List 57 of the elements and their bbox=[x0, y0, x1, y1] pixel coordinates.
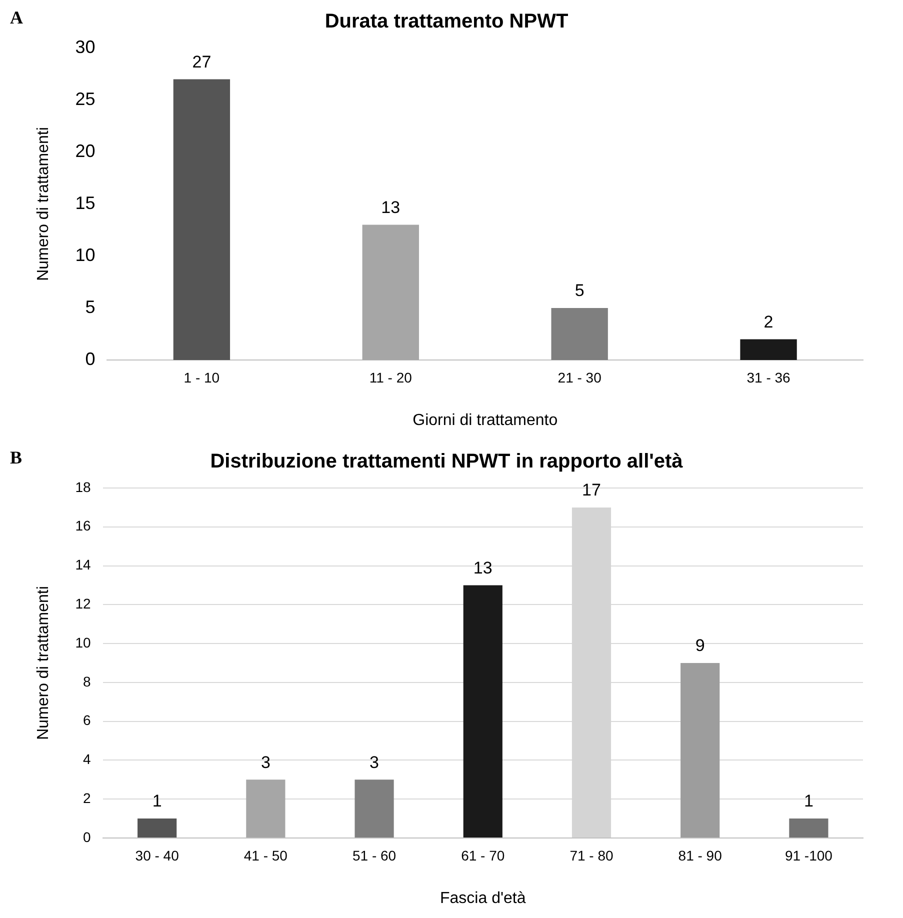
x-tick-label: 51 - 60 bbox=[352, 847, 396, 864]
data-label: 1 bbox=[804, 792, 814, 811]
y-tick-label: 6 bbox=[82, 712, 91, 728]
x-tick-label: 31 - 36 bbox=[746, 369, 791, 386]
data-label: 27 bbox=[192, 52, 212, 72]
data-label: 17 bbox=[582, 480, 601, 500]
x-tick-label: 81 - 90 bbox=[678, 847, 722, 864]
y-tick-label: 0 bbox=[82, 828, 91, 845]
x-tick-label: 1 - 10 bbox=[184, 369, 220, 386]
y-tick-label: 16 bbox=[75, 518, 91, 534]
data-label: 13 bbox=[381, 198, 400, 217]
bar bbox=[354, 780, 394, 838]
x-tick-label: 30 - 40 bbox=[135, 847, 180, 864]
data-label: 9 bbox=[695, 636, 705, 656]
y-tick-label: 4 bbox=[82, 751, 91, 768]
bar bbox=[173, 79, 230, 360]
text: A bbox=[10, 8, 23, 28]
x-axis-title: Fascia d'età bbox=[440, 890, 526, 907]
y-tick-label: 20 bbox=[75, 140, 96, 161]
y-tick-label: 0 bbox=[85, 348, 96, 369]
x-axis-title: Giorni di trattamento bbox=[412, 412, 558, 429]
data-label: 2 bbox=[764, 312, 774, 332]
data-label: 3 bbox=[260, 752, 270, 772]
bar bbox=[680, 663, 720, 838]
x-tick-label: 61 - 70 bbox=[461, 847, 505, 864]
x-tick-label: 71 - 80 bbox=[570, 847, 614, 864]
x-tick-label: 11 - 20 bbox=[369, 369, 412, 386]
data-label: 5 bbox=[574, 281, 584, 300]
bar bbox=[740, 339, 797, 360]
y-tick-label: 15 bbox=[75, 192, 96, 213]
y-tick-label: 5 bbox=[85, 296, 96, 317]
y-tick-label: 30 bbox=[75, 36, 96, 57]
bar bbox=[362, 224, 419, 360]
y-axis-title: Numero di trattamenti bbox=[35, 127, 52, 281]
y-tick-label: 10 bbox=[75, 634, 91, 650]
y-tick-label: 8 bbox=[82, 673, 91, 690]
bar bbox=[789, 818, 828, 838]
bar bbox=[551, 308, 608, 360]
chart-title: Durata trattamento NPWT bbox=[324, 10, 568, 33]
bar bbox=[246, 780, 286, 838]
y-tick-label: 25 bbox=[75, 88, 96, 109]
x-tick-label: 21 - 30 bbox=[558, 369, 602, 386]
bar bbox=[463, 585, 502, 838]
chart-title: Distribuzione trattamenti NPWT in rapporto all'età bbox=[210, 450, 684, 473]
x-tick-label: 41 - 50 bbox=[244, 847, 288, 864]
data-label: 13 bbox=[473, 558, 492, 578]
y-tick-label: 2 bbox=[82, 790, 91, 806]
data-label: 1 bbox=[152, 792, 162, 811]
y-tick-label: 10 bbox=[75, 244, 96, 265]
bar bbox=[138, 818, 177, 838]
y-tick-label: 14 bbox=[75, 556, 91, 573]
text: B bbox=[10, 448, 22, 468]
data-label: 3 bbox=[370, 752, 380, 772]
y-tick-label: 12 bbox=[75, 596, 91, 612]
x-tick-label: 91 -100 bbox=[784, 847, 833, 864]
y-axis-title: Numero di trattamenti bbox=[35, 586, 52, 740]
y-tick-label: 18 bbox=[75, 478, 91, 495]
